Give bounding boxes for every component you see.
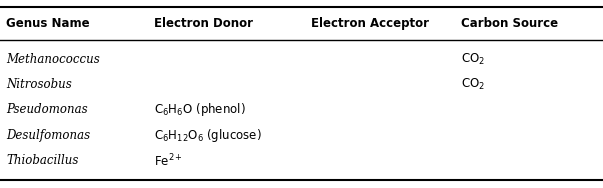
Text: Nitrosobus: Nitrosobus [6, 78, 72, 91]
Text: Carbon Source: Carbon Source [461, 17, 558, 30]
Text: Electron Acceptor: Electron Acceptor [311, 17, 429, 30]
Text: C$_6$H$_{12}$O$_6$ (glucose): C$_6$H$_{12}$O$_6$ (glucose) [154, 127, 262, 144]
Text: CO$_2$: CO$_2$ [461, 52, 485, 67]
Text: Thiobacillus: Thiobacillus [6, 154, 78, 167]
Text: C$_6$H$_6$O (phenol): C$_6$H$_6$O (phenol) [154, 102, 245, 118]
Text: Genus Name: Genus Name [6, 17, 90, 30]
Text: Fe$^{2+}$: Fe$^{2+}$ [154, 152, 183, 169]
Text: Electron Donor: Electron Donor [154, 17, 253, 30]
Text: Methanococcus: Methanococcus [6, 53, 99, 66]
Text: Pseudomonas: Pseudomonas [6, 103, 87, 117]
Text: CO$_2$: CO$_2$ [461, 77, 485, 92]
Text: Desulfomonas: Desulfomonas [6, 129, 90, 142]
